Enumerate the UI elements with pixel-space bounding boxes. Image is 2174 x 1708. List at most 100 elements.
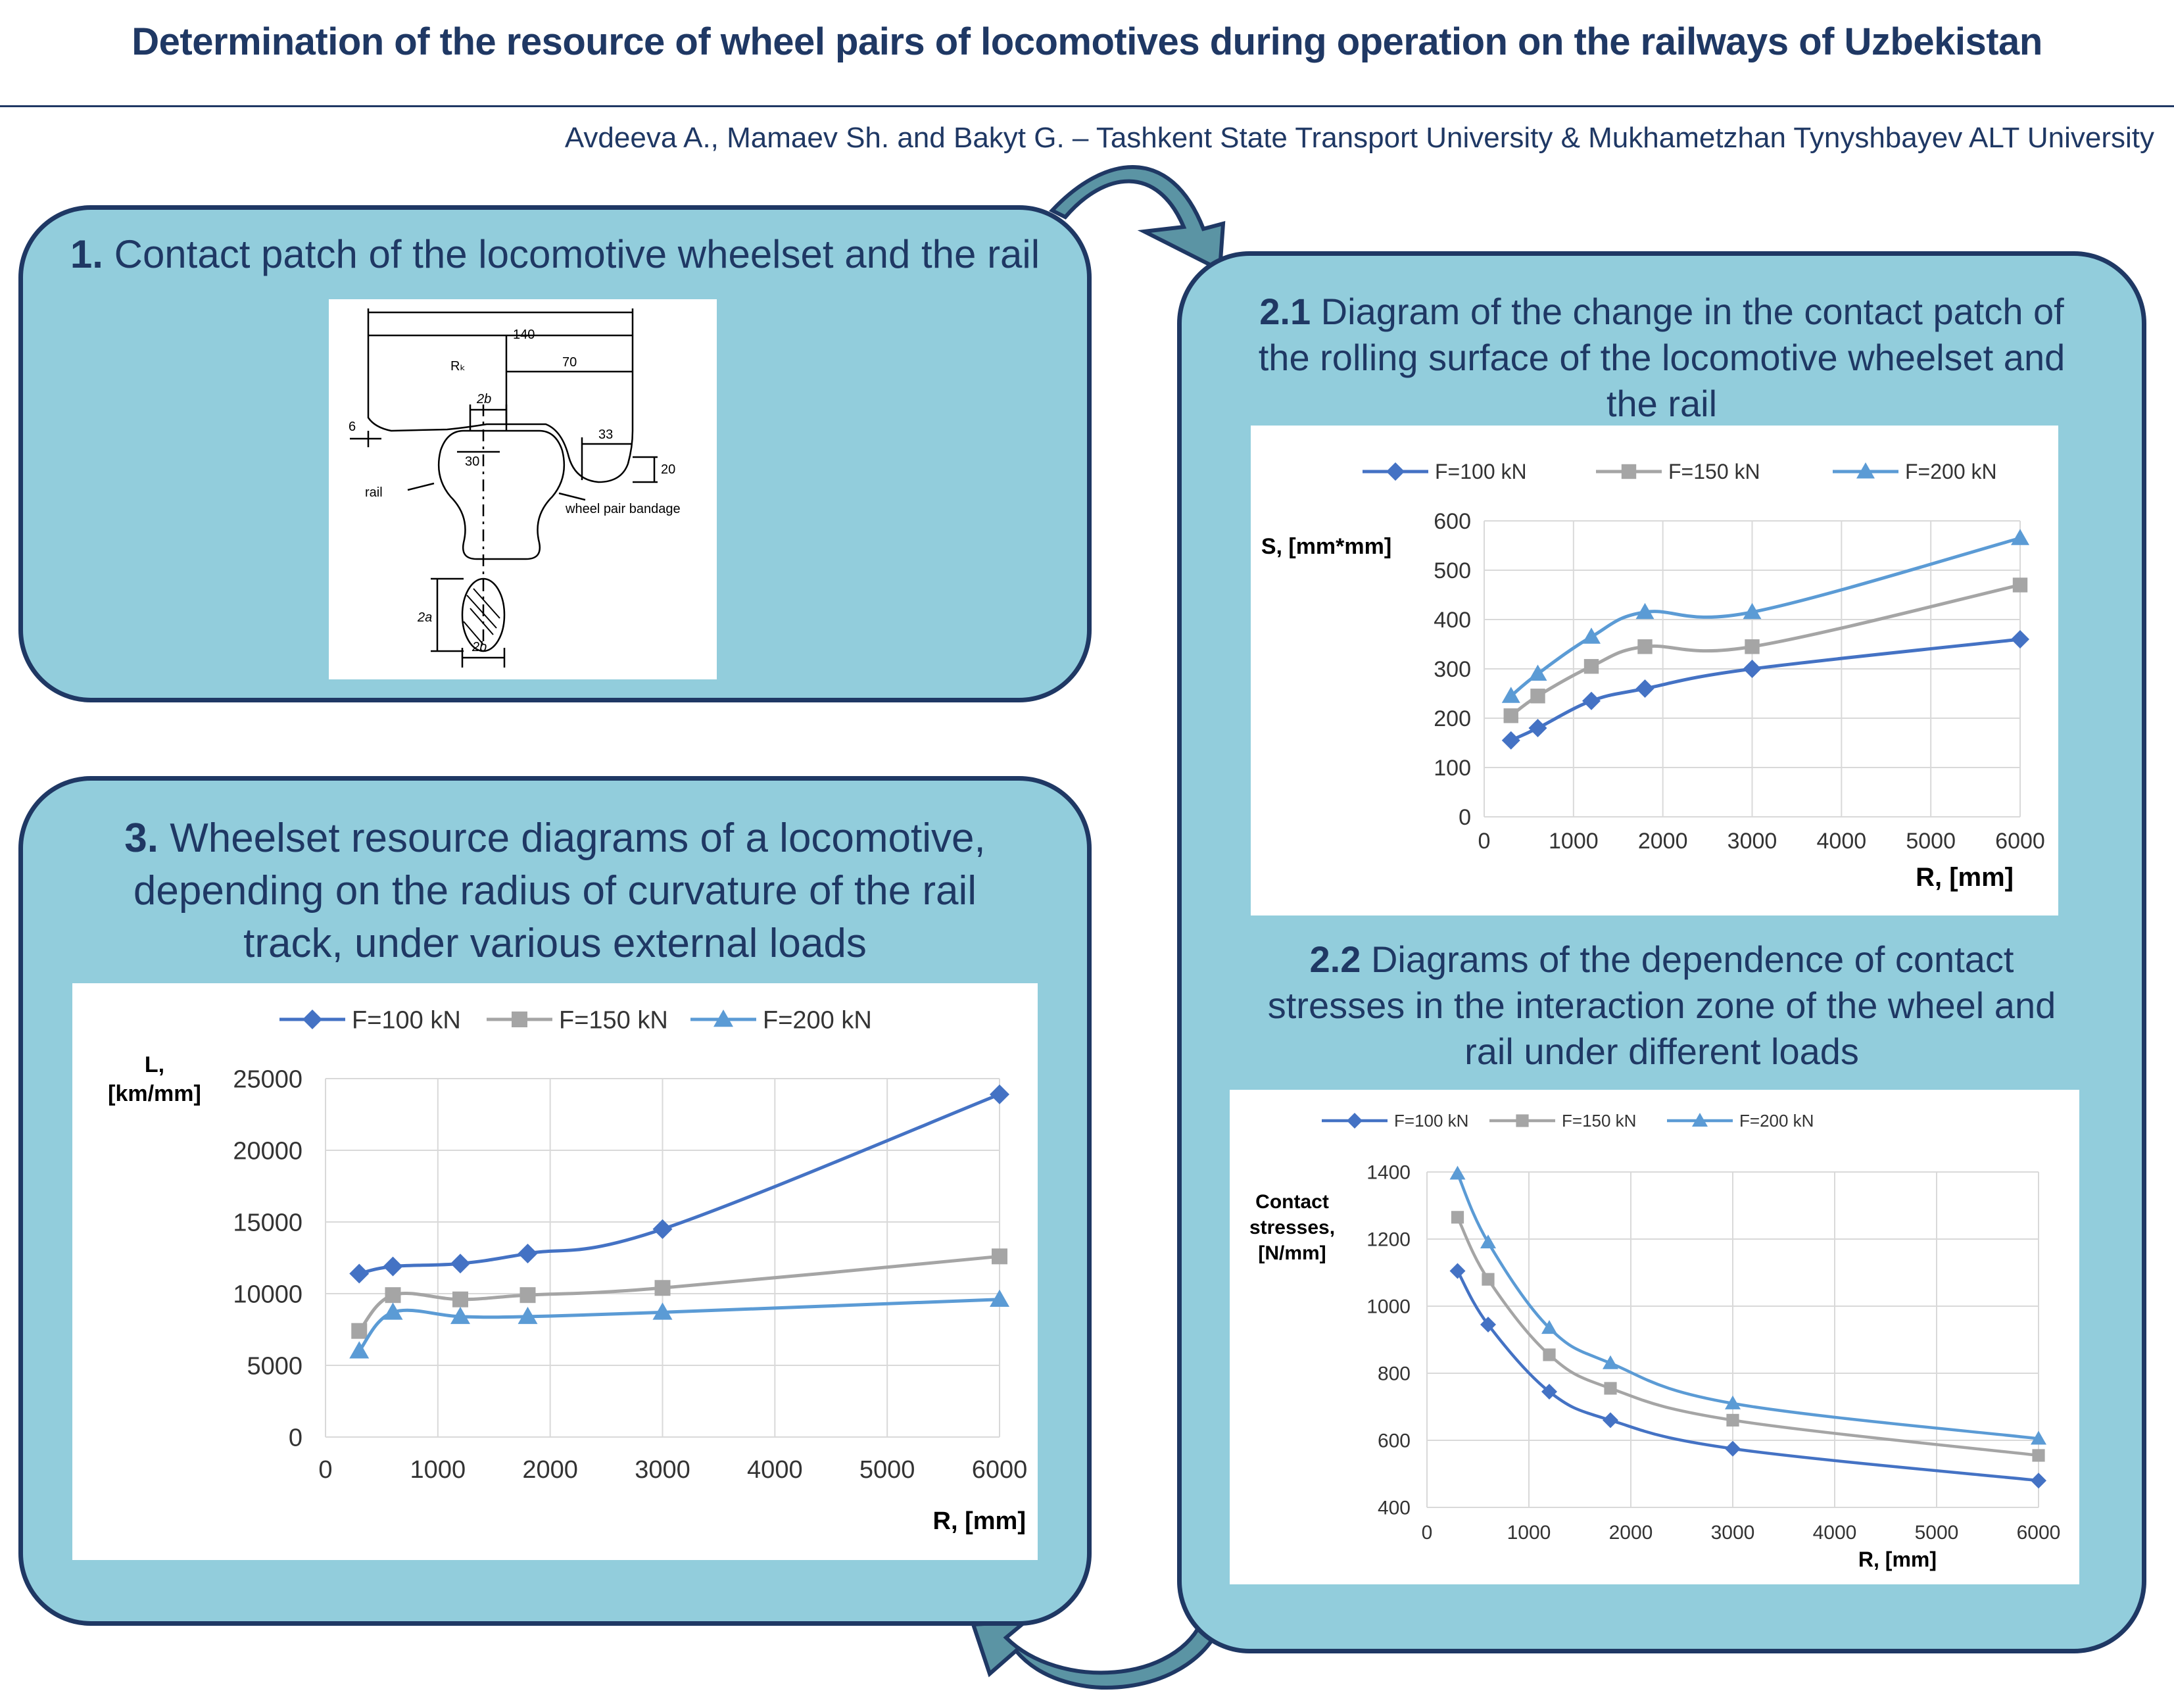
arrow-top	[1049, 165, 1226, 273]
gridlines	[1426, 1171, 2039, 1508]
x-tick-label: 2000	[1638, 829, 1688, 854]
series-f-200-kn	[349, 1289, 1009, 1359]
dim-2a: 2a	[417, 610, 432, 625]
x-tick-label: 2000	[522, 1456, 578, 1484]
legend-marker	[1692, 1113, 1708, 1127]
data-point	[1583, 659, 1599, 674]
data-point	[518, 1243, 538, 1263]
legend-marker	[1516, 1114, 1529, 1127]
legend-marker	[1856, 462, 1875, 479]
legend-entry: F=100 kN	[1363, 460, 1527, 483]
y-axis-label: Contact	[1255, 1191, 1329, 1213]
y-tick-label: 0	[1459, 805, 1471, 830]
series-f-100-kn	[1449, 1263, 2046, 1489]
arrow-bottom	[970, 1616, 1226, 1690]
data-point	[1603, 1412, 1618, 1428]
x-tick-label: 3000	[1711, 1522, 1755, 1544]
data-point	[992, 1248, 1007, 1265]
y-axis-label: L,	[145, 1052, 164, 1077]
data-point	[518, 1306, 538, 1325]
y-axis-label: [N/mm]	[1258, 1242, 1326, 1264]
y-tick-label: 400	[1434, 608, 1471, 633]
data-point	[1637, 639, 1653, 654]
y-tick-label: 600	[1378, 1430, 1411, 1452]
legend-label: F=200 kN	[763, 1006, 872, 1034]
dim-2b-top: 2b	[476, 392, 491, 406]
data-point	[1541, 1320, 1557, 1334]
legend-entry: F=200 kN	[1833, 460, 1997, 483]
data-point	[1482, 1273, 1495, 1286]
wheel-rail-diagram: 140 70 Rₖ 2b 6 30 33 20 2a 2b rail wheel…	[329, 299, 717, 679]
x-tick-label: 4000	[747, 1456, 803, 1484]
x-tick-label: 5000	[859, 1456, 915, 1484]
x-tick-label: 0	[318, 1456, 332, 1484]
data-point	[652, 1302, 673, 1320]
data-point	[654, 1280, 671, 1296]
data-point	[1725, 1395, 1741, 1409]
legend-label: F=100 kN	[352, 1006, 461, 1034]
y-tick-label: 600	[1434, 509, 1471, 534]
x-axis-label: R, [mm]	[1916, 863, 2014, 892]
panel3-title-line2: depending on the radius of curvature of …	[133, 868, 977, 914]
data-point	[2012, 577, 2028, 593]
data-point	[2011, 529, 2029, 545]
legend-label: F=150 kN	[1562, 1111, 1636, 1131]
chart-contact-stress: 0 1000 2000 3000 4000 5000 6000 400 600 800 1000 12…	[1249, 1111, 2060, 1571]
data-point	[1745, 639, 1760, 654]
legend-entry: F=100 kN	[1322, 1111, 1468, 1131]
y-tick-label: 25000	[233, 1065, 302, 1093]
series-f-100-kn	[1501, 630, 2029, 750]
data-point	[2032, 1449, 2045, 1462]
data-point	[1528, 719, 1547, 737]
legend-entry: F=200 kN	[690, 1006, 872, 1034]
data-point	[1726, 1413, 1739, 1427]
series-f-100-kn	[349, 1084, 1009, 1284]
legend-marker	[1347, 1113, 1363, 1129]
y-tick-label: 100	[1434, 756, 1471, 781]
x-tick-label: 3000	[635, 1456, 690, 1484]
data-point	[1543, 1348, 1556, 1361]
data-point	[1451, 1211, 1464, 1224]
panel21-title-line2: the rolling surface of the locomotive wh…	[1258, 337, 2065, 378]
x-tick-label: 4000	[1817, 829, 1867, 854]
legend-label: F=200 kN	[1905, 460, 1997, 483]
x-tick-label: 4000	[1813, 1522, 1857, 1544]
data-point	[351, 1323, 368, 1339]
y-tick-label: 800	[1378, 1363, 1411, 1385]
series-f-200-kn	[1501, 529, 2029, 703]
legend-label: F=150 kN	[1668, 460, 1760, 483]
data-point	[1501, 731, 1520, 750]
y-axis-label: S, [mm*mm]	[1261, 534, 1391, 559]
data-point	[1541, 1384, 1557, 1400]
header-rule	[0, 105, 2174, 107]
panel22-title-line1: Diagrams of the dependence of contact	[1361, 939, 2014, 980]
legend-marker	[302, 1010, 322, 1029]
x-axis-label: R, [mm]	[1858, 1548, 1937, 1571]
panel-contact-diagrams: 2.1 Diagram of the change in the contact…	[1177, 251, 2146, 1653]
data-point	[1530, 689, 1545, 704]
data-point	[1743, 602, 1762, 620]
data-point	[1501, 687, 1520, 703]
x-axis-label: R, [mm]	[933, 1507, 1026, 1535]
data-point	[990, 1289, 1009, 1307]
gridlines	[325, 1078, 1000, 1438]
y-tick-label: 300	[1434, 657, 1471, 682]
legend-entry: F=150 kN	[1596, 460, 1760, 483]
panel21-title-line3: the rail	[1606, 383, 1718, 424]
y-tick-label: 1400	[1366, 1162, 1411, 1184]
y-axis-label: stresses,	[1249, 1217, 1335, 1238]
legend-marker	[512, 1012, 527, 1027]
y-tick-label: 200	[1434, 706, 1471, 731]
dim-rk: Rₖ	[450, 359, 466, 374]
dim-140: 140	[513, 328, 535, 342]
series-line	[1456, 1270, 2039, 1482]
chart-wheelset-resource-box: 0 1000 2000 3000 4000 5000 6000 0 5000 10000 15000…	[72, 983, 1038, 1560]
y-tick-label: 20000	[233, 1137, 302, 1165]
y-tick-label: 10000	[233, 1281, 302, 1308]
data-point	[1635, 679, 1655, 698]
data-point	[1449, 1263, 1466, 1279]
dim-20: 20	[661, 462, 675, 477]
poster-title: Determination of the resource of wheel p…	[132, 20, 2042, 63]
panel22-title-line2: stresses in the interaction zone of the …	[1267, 985, 2056, 1026]
legend-marker	[1621, 464, 1637, 479]
